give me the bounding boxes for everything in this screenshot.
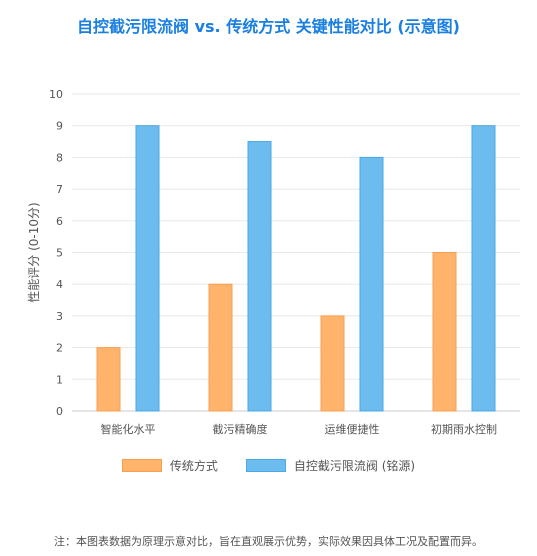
y-tick-label: 1 — [56, 373, 63, 386]
y-tick-label: 2 — [56, 342, 63, 355]
x-tick-label: 截污精确度 — [213, 422, 268, 436]
x-tick-label: 初期雨水控制 — [431, 422, 497, 436]
bar-valve — [359, 156, 384, 412]
legend-item-valve[interactable]: 自控截污限流阀 (铭源) — [245, 457, 416, 474]
legend-label-valve: 自控截污限流阀 (铭源) — [293, 459, 416, 473]
bar-valve — [471, 125, 496, 412]
y-tick-label: 5 — [56, 247, 63, 260]
y-tick-label: 8 — [56, 151, 63, 164]
chart-title: 自控截污限流阀 vs. 传统方式 关键性能对比 (示意图) — [77, 17, 460, 36]
bar-valve — [135, 125, 160, 412]
x-tick-label: 运维便捷性 — [325, 422, 380, 436]
y-tick-label: 0 — [56, 405, 63, 418]
y-tick-label: 7 — [56, 183, 63, 196]
x-tick-label: 智能化水平 — [101, 422, 156, 436]
y-tick-label: 4 — [56, 278, 63, 291]
bar-valve — [247, 141, 272, 412]
legend-swatch-valve — [245, 459, 286, 472]
y-tick-label: 6 — [56, 215, 63, 228]
y-tick-label: 3 — [56, 310, 63, 323]
bar-traditional — [208, 283, 233, 412]
legend-swatch-traditional — [121, 459, 162, 472]
bar-traditional — [320, 315, 345, 412]
chart-legend: 传统方式 自控截污限流阀 (铭源) — [0, 457, 537, 474]
chart-footnote: 注：本图表数据为原理示意对比，旨在直观展示优势，实际效果因具体工况及配置而异。 — [54, 535, 483, 548]
y-axis-label: 性能评分 (0-10分) — [27, 202, 41, 302]
y-tick-label: 10 — [49, 88, 63, 101]
y-tick-label: 9 — [56, 120, 63, 133]
bar-traditional — [432, 252, 457, 412]
legend-item-traditional[interactable]: 传统方式 — [121, 457, 218, 474]
legend-label-traditional: 传统方式 — [169, 459, 218, 473]
bar-traditional — [96, 347, 121, 412]
